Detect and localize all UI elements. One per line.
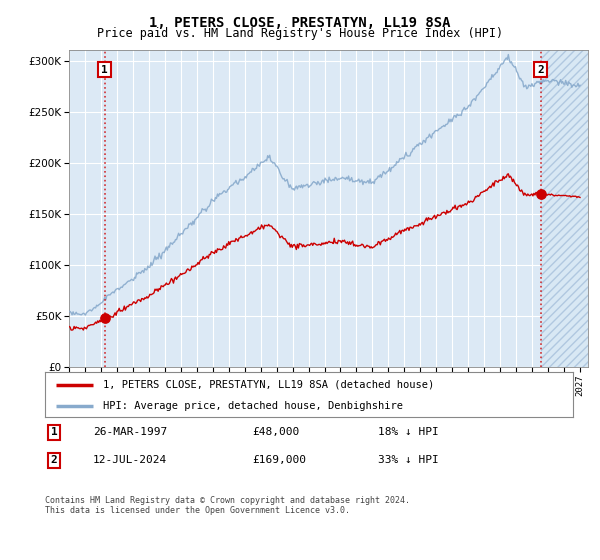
Text: 2: 2 [537,64,544,74]
Text: 2: 2 [50,455,58,465]
Text: 33% ↓ HPI: 33% ↓ HPI [378,455,439,465]
Text: 1, PETERS CLOSE, PRESTATYN, LL19 8SA: 1, PETERS CLOSE, PRESTATYN, LL19 8SA [149,16,451,30]
Text: 1: 1 [101,64,108,74]
Text: 1: 1 [50,427,58,437]
Text: 26-MAR-1997: 26-MAR-1997 [93,427,167,437]
Text: 12-JUL-2024: 12-JUL-2024 [93,455,167,465]
Text: £48,000: £48,000 [252,427,299,437]
Text: £169,000: £169,000 [252,455,306,465]
Text: 1, PETERS CLOSE, PRESTATYN, LL19 8SA (detached house): 1, PETERS CLOSE, PRESTATYN, LL19 8SA (de… [103,380,434,390]
Text: HPI: Average price, detached house, Denbighshire: HPI: Average price, detached house, Denb… [103,401,403,411]
Point [536,190,545,199]
Point [100,314,109,323]
Text: Contains HM Land Registry data © Crown copyright and database right 2024.
This d: Contains HM Land Registry data © Crown c… [45,496,410,515]
Text: 18% ↓ HPI: 18% ↓ HPI [378,427,439,437]
Text: Price paid vs. HM Land Registry's House Price Index (HPI): Price paid vs. HM Land Registry's House … [97,27,503,40]
